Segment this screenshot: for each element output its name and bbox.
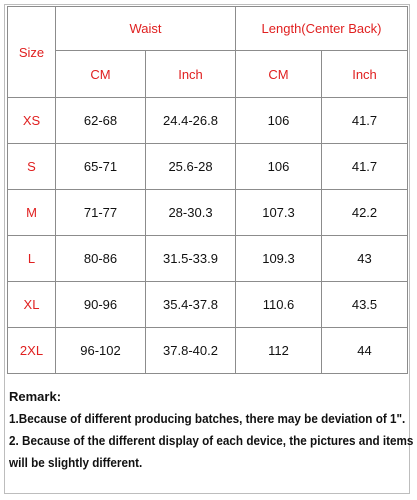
remark-line-1: 1.Because of different producing batches…	[9, 411, 406, 426]
table-row: M 71-77 28-30.3 107.3 42.2	[7, 189, 409, 236]
length-inch-cell: 44	[320, 327, 409, 374]
length-inch-cell: 43	[320, 235, 409, 282]
unit-length-cm: CM	[235, 50, 322, 98]
length-cm-cell: 106	[235, 97, 322, 144]
table-row: L 80-86 31.5-33.9 109.3 43	[7, 235, 409, 282]
size-header: Size	[7, 6, 56, 98]
unit-row: CM Inch CM Inch	[8, 50, 409, 98]
table-row: S 65-71 25.6-28 106 41.7	[7, 143, 409, 190]
size-cell: S	[7, 143, 56, 190]
table-row: XS 62-68 24.4-26.8 106 41.7	[7, 97, 409, 144]
waist-cm-cell: 62-68	[55, 97, 146, 144]
waist-inch-cell: 24.4-26.8	[145, 97, 236, 144]
length-cm-cell: 109.3	[235, 235, 322, 282]
waist-inch-cell: 25.6-28	[145, 143, 236, 190]
remark-section: Remark: 1.Because of different producing…	[9, 386, 414, 474]
remark-line-2: 2. Because of the different display of e…	[9, 433, 414, 448]
waist-inch-cell: 28-30.3	[145, 189, 236, 236]
remark-title: Remark:	[9, 389, 62, 404]
length-cm-cell: 107.3	[235, 189, 322, 236]
waist-cm-cell: 96-102	[55, 327, 146, 374]
waist-cm-cell: 71-77	[55, 189, 146, 236]
size-cell: 2XL	[7, 327, 56, 374]
length-cm-cell: 112	[235, 327, 322, 374]
waist-cm-cell: 65-71	[55, 143, 146, 190]
length-inch-cell: 41.7	[320, 143, 409, 190]
length-inch-cell: 43.5	[320, 281, 409, 328]
waist-cm-cell: 80-86	[55, 235, 146, 282]
remark-line-3: will be slightly different.	[9, 455, 143, 470]
waist-inch-cell: 35.4-37.8	[145, 281, 236, 328]
size-cell: XL	[7, 281, 56, 328]
unit-length-inch: Inch	[320, 50, 409, 98]
page-frame	[4, 4, 410, 494]
waist-header: Waist	[55, 6, 236, 51]
table-row: 2XL 96-102 37.8-40.2 112 44	[7, 327, 409, 374]
unit-waist-inch: Inch	[145, 50, 236, 98]
size-chart-table: Size Waist Length(Center Back) CM Inch C…	[7, 6, 409, 374]
table-row: XL 90-96 35.4-37.8 110.6 43.5	[7, 281, 409, 328]
waist-inch-cell: 31.5-33.9	[145, 235, 236, 282]
size-cell: M	[7, 189, 56, 236]
size-cell: XS	[7, 97, 56, 144]
length-cm-cell: 106	[235, 143, 322, 190]
length-inch-cell: 41.7	[320, 97, 409, 144]
waist-inch-cell: 37.8-40.2	[145, 327, 236, 374]
header-row: Size Waist Length(Center Back)	[7, 6, 409, 98]
length-cm-cell: 110.6	[235, 281, 322, 328]
length-inch-cell: 42.2	[320, 189, 409, 236]
waist-cm-cell: 90-96	[55, 281, 146, 328]
length-header: Length(Center Back)	[234, 6, 409, 51]
size-cell: L	[7, 235, 56, 282]
unit-waist-cm: CM	[55, 50, 146, 98]
